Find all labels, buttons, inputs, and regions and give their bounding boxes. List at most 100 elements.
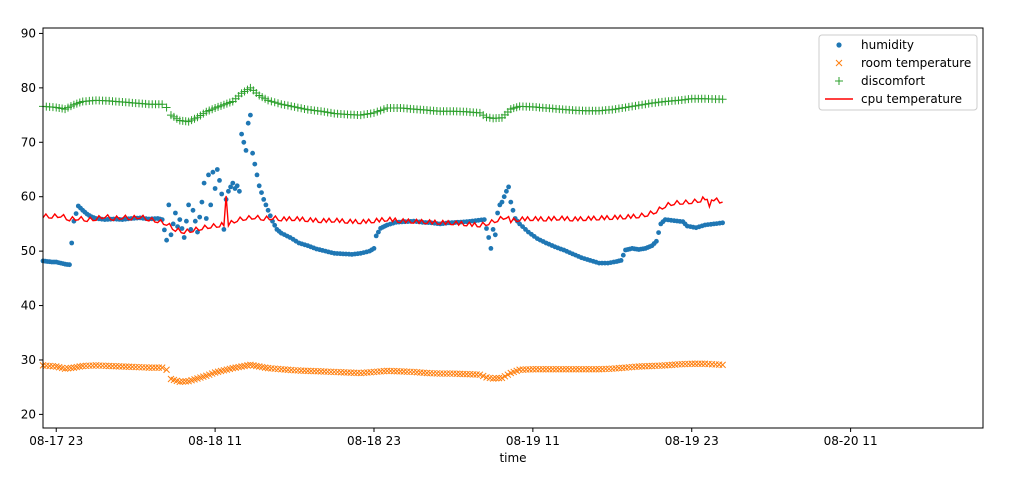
y-tick-label: 20 bbox=[21, 407, 36, 421]
humidity-point bbox=[221, 227, 227, 232]
room-temperature-point bbox=[158, 364, 166, 371]
room-temperature-point bbox=[719, 361, 726, 369]
discomfort-point bbox=[628, 102, 637, 111]
discomfort-point bbox=[618, 104, 627, 112]
humidity-point bbox=[261, 197, 267, 202]
humidity-point bbox=[217, 178, 222, 183]
discomfort-point bbox=[267, 97, 276, 106]
discomfort-point bbox=[158, 100, 167, 109]
y-tick-label: 30 bbox=[21, 353, 36, 367]
discomfort-point bbox=[270, 98, 279, 107]
legend-label-humidity: humidity bbox=[861, 38, 914, 52]
humidity-point bbox=[166, 202, 172, 208]
humidity-point bbox=[210, 169, 216, 175]
discomfort-point bbox=[376, 106, 385, 115]
discomfort-point bbox=[300, 104, 309, 113]
cpu-temperature-line bbox=[42, 195, 723, 235]
discomfort-point bbox=[608, 105, 617, 114]
room-temperature-point bbox=[176, 378, 184, 386]
humidity-point bbox=[654, 238, 659, 244]
discomfort-point bbox=[621, 103, 630, 112]
humidity-point bbox=[656, 230, 661, 236]
humidity-point bbox=[508, 199, 514, 205]
humidity-point bbox=[490, 227, 496, 232]
x-tick-label: 08-19 11 bbox=[506, 434, 560, 448]
humidity-point bbox=[376, 229, 381, 235]
humidity-point bbox=[499, 199, 505, 205]
x-tick-label: 08-18 11 bbox=[188, 434, 242, 448]
discomfort-point bbox=[360, 110, 369, 119]
humidity-point bbox=[179, 226, 185, 231]
legend-label-room-temperature: room temperature bbox=[861, 56, 971, 70]
discomfort-point bbox=[379, 105, 388, 114]
discomfort-point bbox=[274, 99, 282, 108]
humidity-point bbox=[263, 202, 269, 208]
humidity-point bbox=[206, 172, 211, 178]
humidity-point bbox=[208, 202, 214, 208]
humidity-point bbox=[256, 183, 262, 189]
discomfort-point bbox=[287, 102, 296, 111]
humidity-point bbox=[618, 258, 624, 263]
room-temperature-point bbox=[489, 375, 497, 382]
discomfort-point bbox=[634, 101, 643, 110]
humidity-point bbox=[212, 186, 218, 191]
humidity-point bbox=[170, 221, 176, 227]
axes-frame bbox=[42, 27, 984, 429]
humidity-point bbox=[186, 202, 192, 208]
humidity-point bbox=[177, 217, 183, 223]
discomfort-point bbox=[323, 108, 332, 117]
humidity-point bbox=[501, 194, 507, 200]
humidity-point bbox=[201, 180, 207, 186]
series-room-temperature bbox=[39, 360, 726, 386]
legend: humidity room temperature discomfort cpu te… bbox=[818, 34, 978, 111]
discomfort-point bbox=[366, 109, 375, 118]
humidity-point bbox=[226, 188, 231, 194]
discomfort-point bbox=[293, 103, 302, 112]
humidity-point bbox=[162, 227, 167, 233]
x-axis-title: time bbox=[499, 451, 526, 465]
humidity-point bbox=[67, 262, 72, 268]
y-tick-label: 50 bbox=[21, 244, 36, 258]
humidity-point bbox=[250, 150, 256, 156]
humidity-point bbox=[720, 220, 725, 226]
humidity-point bbox=[192, 218, 198, 224]
humidity-point bbox=[199, 199, 205, 205]
room-temperature-point bbox=[182, 378, 190, 385]
discomfort-point bbox=[356, 111, 365, 120]
room-temperature-point bbox=[492, 374, 500, 382]
discomfort-point bbox=[280, 100, 289, 109]
discomfort-point bbox=[638, 100, 647, 109]
humidity-point bbox=[164, 237, 170, 243]
discomfort-point bbox=[317, 107, 326, 116]
discomfort-point bbox=[373, 107, 382, 116]
humidity-point bbox=[495, 210, 500, 216]
humidity-point bbox=[504, 188, 509, 194]
humidity-point bbox=[254, 172, 260, 178]
legend-marker-humidity bbox=[836, 42, 842, 48]
legend-marker-discomfort bbox=[835, 77, 843, 85]
discomfort-point bbox=[611, 105, 620, 114]
x-tick-group: 08-17 23 08-18 11 08-18 23 08-19 11 08-19 23… bbox=[29, 428, 878, 448]
humidity-point bbox=[481, 217, 487, 223]
discomfort-point bbox=[363, 109, 372, 118]
humidity-point bbox=[168, 232, 174, 238]
discomfort-point bbox=[283, 101, 292, 110]
discomfort-point bbox=[264, 96, 273, 105]
discomfort-point bbox=[297, 104, 306, 113]
humidity-point bbox=[241, 139, 247, 145]
x-tick-label: 08-19 23 bbox=[665, 434, 719, 448]
humidity-point bbox=[219, 191, 225, 197]
humidity-point bbox=[259, 190, 264, 196]
x-tick-label: 08-20 11 bbox=[824, 434, 878, 448]
humidity-point bbox=[620, 252, 626, 258]
humidity-point bbox=[188, 227, 194, 232]
humidity-point bbox=[488, 246, 494, 251]
x-tick-label: 08-17 23 bbox=[29, 434, 83, 448]
humidity-point bbox=[237, 188, 242, 194]
discomfort-point bbox=[644, 99, 653, 108]
discomfort-point bbox=[320, 107, 329, 116]
humidity-point bbox=[506, 184, 511, 190]
y-tick-label: 40 bbox=[21, 299, 36, 313]
humidity-point bbox=[243, 148, 249, 153]
discomfort-point bbox=[631, 101, 640, 110]
